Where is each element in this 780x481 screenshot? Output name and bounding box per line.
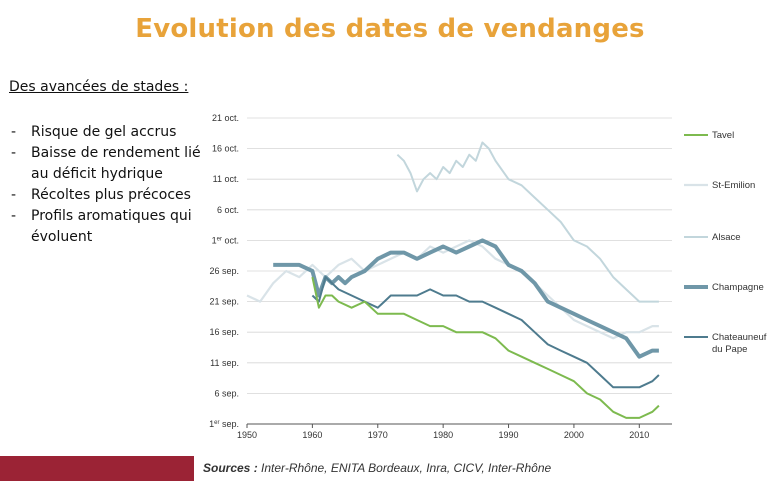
sources-text: Inter-Rhône, ENITA Bordeaux, Inra, CICV,… [257,461,552,475]
y-tick-label: 11 oct. [213,174,239,184]
x-tick-label: 1980 [433,430,453,440]
footer-accent-bar [0,456,194,481]
bullet-list: Risque de gel accrus Baisse de rendement… [9,122,209,248]
series-line-tavel [311,276,660,419]
y-tick-label: 21 sep. [209,297,239,307]
x-tick-label: 1960 [302,430,322,440]
x-tick-label: 1950 [237,430,257,440]
x-tick-label: 2010 [629,430,649,440]
y-tick-label: 1er oct. [212,235,239,245]
subheading: Des avancées de stades : [9,79,189,95]
x-tick-label: 1970 [368,430,388,440]
slide-title: Evolution des dates de vendanges [135,14,645,44]
bullet-item: Risque de gel accrus [9,122,209,143]
series-line-alsace [396,141,659,303]
x-tick-label: 1990 [499,430,519,440]
y-tick-label: 6 oct. [217,205,239,215]
bullet-item: Baisse de rendement lié au déficit hydri… [9,143,209,185]
series-line-chateauneuf-du-pape [311,276,660,389]
y-tick-label: 1er sep. [209,419,239,429]
x-tick-label: 2000 [564,430,584,440]
legend-label: Champagne [712,282,764,293]
sources-line: Sources : Inter-Rhône, ENITA Bordeaux, I… [203,461,551,475]
y-tick-label: 26 sep. [209,266,239,276]
y-tick-label: 11 sep. [210,358,239,368]
bullet-item: Récoltes plus précoces [9,185,209,206]
sources-label: Sources : [203,461,258,475]
bullet-item: Profils aromatiques qui évoluent [9,206,209,248]
y-tick-label: 21 oct. [212,113,239,123]
legend-label: St-Emilion [712,180,755,191]
legend-label: Tavel [712,130,734,141]
series-line-champagne [273,238,659,359]
y-tick-label: 16 oct. [212,144,239,154]
legend-label: Alsace [712,232,741,243]
y-tick-label: 16 sep. [209,327,239,337]
series-line-st-emilion [246,239,659,340]
y-tick-label: 6 sep. [214,388,239,398]
legend-label: Chateauneuf du Pape [712,332,767,355]
